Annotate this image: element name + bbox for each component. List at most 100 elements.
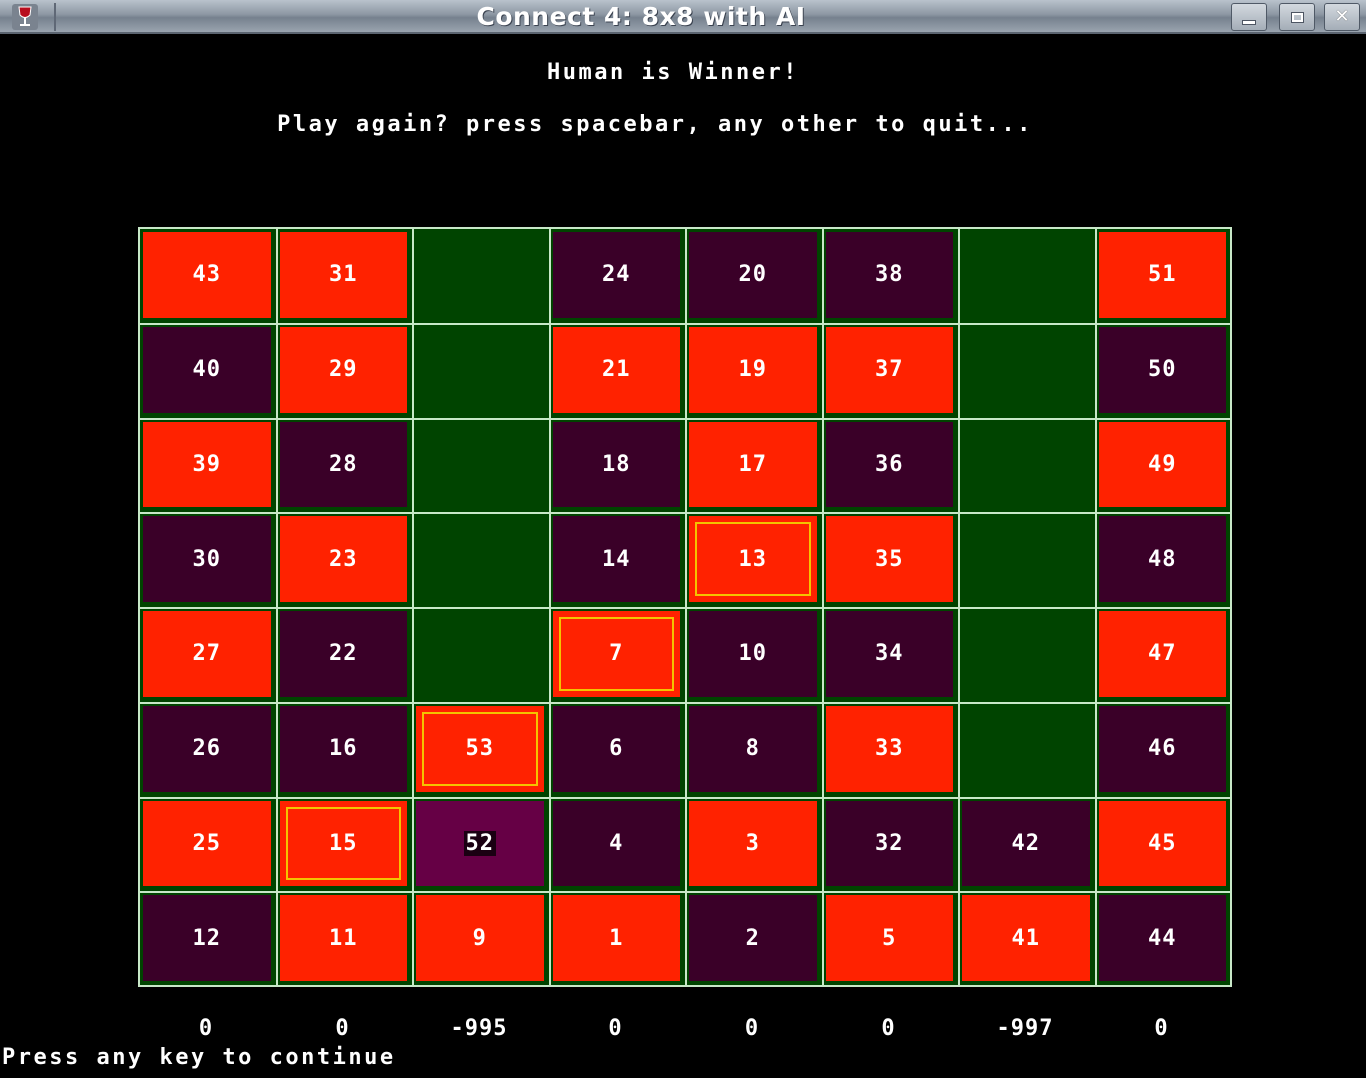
board-piece: 36 [825, 421, 953, 508]
board-piece: 24 [552, 232, 680, 318]
move-number: 8 [745, 736, 760, 762]
move-number: 20 [738, 262, 767, 288]
board-piece: 21 [552, 326, 680, 413]
move-number: 49 [1148, 451, 1177, 477]
move-number: 47 [1148, 641, 1177, 667]
grid-line [1094, 229, 1097, 985]
move-number: 4 [609, 830, 624, 856]
move-number: 36 [875, 451, 904, 477]
maximize-button[interactable] [1279, 3, 1315, 31]
board-piece: 51 [1098, 232, 1226, 318]
move-number: 12 [192, 925, 221, 951]
move-number: 27 [192, 641, 221, 667]
title-bar[interactable]: Connect 4: 8x8 with AI ✕ [0, 0, 1366, 34]
board-piece: 6 [552, 705, 680, 792]
column-score: 0 [744, 1016, 760, 1041]
board-piece: 50 [1098, 326, 1226, 413]
board-piece: 30 [143, 516, 271, 602]
board-piece: 45 [1098, 800, 1226, 887]
move-number: 22 [329, 641, 358, 667]
move-number: 52 [463, 830, 496, 856]
board-piece: 25 [143, 800, 271, 887]
minimize-icon [1243, 20, 1255, 24]
board-piece: 44 [1098, 895, 1226, 981]
board-piece: 40 [143, 326, 271, 413]
title-separator [54, 3, 56, 31]
board-piece: 34 [825, 611, 953, 697]
board-piece: 41 [962, 895, 1090, 981]
column-score: 0 [881, 1016, 896, 1041]
move-number: 53 [465, 736, 494, 762]
move-number: 34 [875, 641, 904, 667]
move-number: 5 [882, 925, 897, 951]
minimize-button[interactable] [1231, 3, 1267, 31]
board-piece: 47 [1098, 611, 1226, 697]
move-number: 11 [329, 925, 358, 951]
move-number: 10 [738, 641, 767, 667]
move-number: 35 [875, 546, 904, 572]
move-number: 21 [602, 357, 631, 383]
wine-glass-icon [12, 4, 38, 30]
board-piece: 27 [143, 611, 271, 697]
move-number: 32 [875, 830, 904, 856]
move-number: 33 [875, 736, 904, 762]
board-piece: 2 [689, 895, 817, 981]
board-piece: 4 [552, 800, 680, 887]
board-piece: 35 [825, 516, 953, 602]
board-piece: 1 [552, 895, 680, 981]
move-number: 46 [1148, 736, 1177, 762]
board-piece: 5 [825, 895, 953, 981]
move-number: 23 [329, 546, 358, 572]
move-number: 38 [875, 262, 904, 288]
move-number: 44 [1148, 925, 1177, 951]
board-piece: 3 [689, 800, 817, 887]
move-number: 41 [1011, 925, 1040, 951]
column-score: -997 [996, 1016, 1054, 1041]
window-title: Connect 4: 8x8 with AI [476, 2, 806, 31]
move-number: 3 [745, 830, 760, 856]
column-score: -995 [450, 1016, 508, 1041]
board-piece: 17 [689, 421, 817, 508]
move-number: 39 [192, 451, 221, 477]
status-line: Press any key to continue [2, 1045, 396, 1070]
board-piece: 49 [1098, 421, 1226, 508]
move-number: 18 [602, 451, 631, 477]
grid-line [140, 701, 1230, 704]
board-piece: 26 [143, 705, 271, 792]
last-move-piece: 52 [416, 800, 544, 887]
move-number: 48 [1148, 546, 1177, 572]
board-piece: 48 [1098, 516, 1226, 602]
column-score: 0 [335, 1016, 350, 1041]
board-piece: 16 [279, 705, 407, 792]
board-piece: 14 [552, 516, 680, 602]
move-number: 43 [192, 262, 221, 288]
close-button[interactable]: ✕ [1324, 3, 1360, 31]
board-piece: 28 [279, 421, 407, 508]
winner-message: Human is Winner! [547, 60, 799, 85]
board-piece: 11 [279, 895, 407, 981]
move-number: 26 [192, 736, 221, 762]
move-number: 17 [738, 451, 767, 477]
move-number: 15 [329, 830, 358, 856]
game-board[interactable]: 43 31 24 20 38 51 40 29 21 19 37 50 39 28 18 17 36 49 30 23… [138, 227, 1232, 987]
board-piece: 42 [962, 800, 1090, 887]
board-piece: 39 [143, 421, 271, 508]
move-number: 2 [745, 925, 760, 951]
board-piece: 32 [825, 800, 953, 887]
move-number: 16 [329, 736, 358, 762]
board-piece: 18 [552, 421, 680, 508]
move-number: 14 [602, 546, 631, 572]
move-number: 7 [609, 641, 624, 667]
grid-line [821, 229, 824, 985]
move-number: 13 [738, 546, 767, 572]
board-piece: 37 [825, 326, 953, 413]
winning-piece: 7 [552, 611, 680, 697]
grid-line [958, 229, 960, 985]
move-number: 30 [192, 546, 221, 572]
winning-piece: 13 [689, 516, 817, 602]
board-piece: 38 [825, 232, 953, 318]
winning-piece: 53 [416, 705, 544, 792]
grid-line [140, 891, 1230, 894]
move-number: 24 [602, 262, 631, 288]
